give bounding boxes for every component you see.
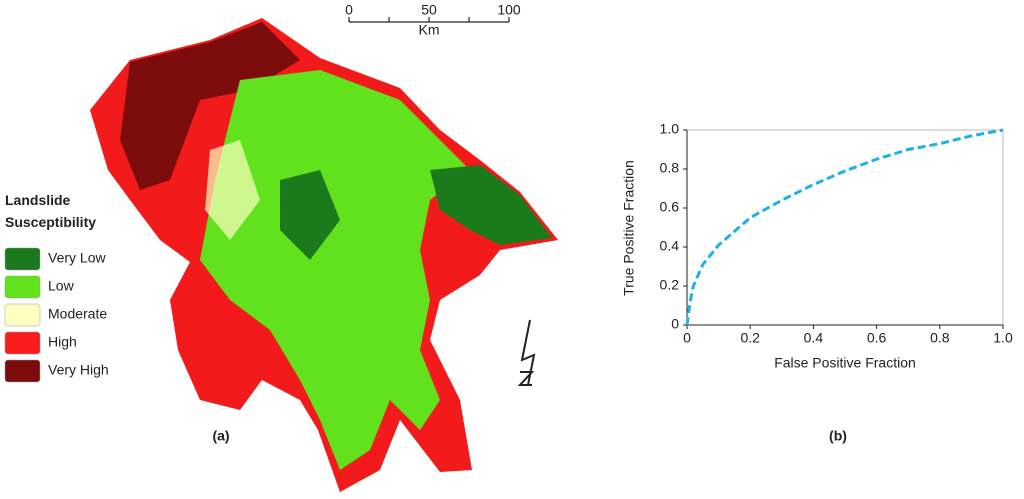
map: 0 50 100 Km Landslide Susceptibility Very… [4,2,558,492]
x-tick-label: 0.6 [867,330,887,346]
y-tick-label: 0.6 [660,199,680,215]
legend-swatch [4,303,41,327]
y-tick-label: 0.8 [660,160,680,176]
y-tick-label: 0.2 [660,277,680,293]
region-low [200,70,470,470]
plot-frame [686,129,1004,326]
y-axis-label: True Positive Fraction [621,160,637,296]
roc-chart: (b) False Positive Fraction True Positiv… [621,121,1013,444]
y-tick-label: 1.0 [660,121,680,137]
x-tick-label: 0.2 [740,330,760,346]
x-tick-label: 1.0 [993,330,1013,346]
x-tick-label: 0 [683,330,691,346]
legend-swatch [4,331,41,355]
roc-curve [685,128,1004,326]
scale-label: 100 [497,2,521,18]
region-very-high [120,22,300,190]
scale-bar [348,17,510,23]
legend-label: High [48,334,77,350]
legend-swatch [4,247,41,271]
legend-swatch [4,275,41,299]
legend-label: Moderate [48,306,107,322]
north-arrow [517,319,536,386]
x-axis-label: False Positive Fraction [774,355,916,371]
y-tick-label: 0.4 [660,238,680,254]
scale-label: 50 [421,2,437,18]
x-tick-label: 0.4 [804,330,824,346]
region-very-low [430,165,552,245]
legend-label: Very Low [48,250,106,266]
scale-label: 0 [345,2,353,18]
legend-label: Low [48,278,75,294]
caption: (a) [212,428,229,444]
x-tick-label: 0.8 [930,330,950,346]
region-very-low [280,170,340,260]
legend-title: Landslide Susceptibility [5,192,96,230]
legend: Very Low Low Moderate High Very High [4,247,109,383]
y-tick-label: 0 [671,316,679,332]
caption: (b) [829,428,847,444]
scale-unit: Km [419,22,440,38]
legend-swatch [4,359,41,383]
region-moderate [205,140,260,240]
legend-label: Very High [48,362,109,378]
